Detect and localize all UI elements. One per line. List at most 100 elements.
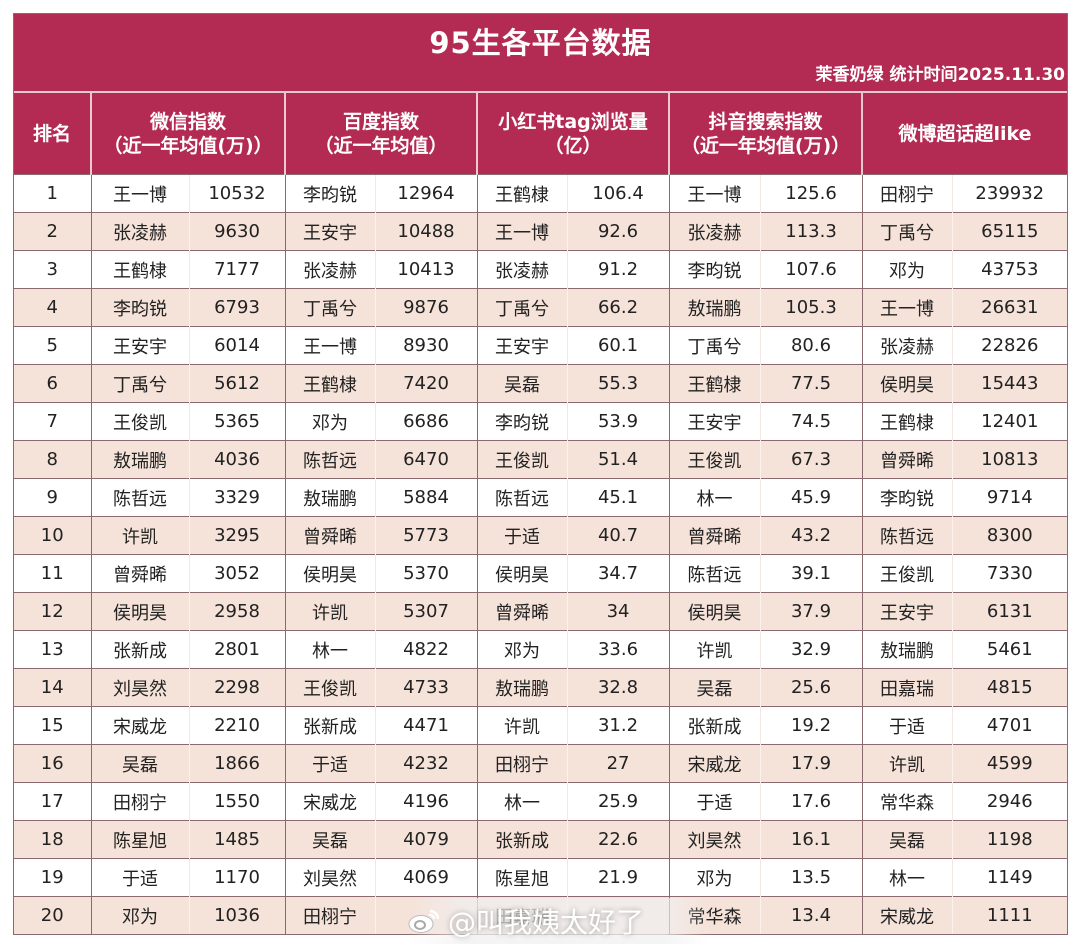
xhs-value-cell: 33.6 bbox=[566, 630, 670, 669]
xhs-name-cell: 王安宇 bbox=[476, 326, 568, 365]
weibo-name-cell: 王一博 bbox=[861, 288, 953, 327]
weibo-name-cell: 王鹤棣 bbox=[861, 402, 953, 441]
weibo-name-cell: 李昀锐 bbox=[861, 478, 953, 517]
douyin-value-cell: 25.6 bbox=[759, 668, 863, 707]
rank-cell: 7 bbox=[14, 402, 91, 441]
xhs-name-cell: 于适 bbox=[476, 516, 568, 555]
douyin-value-cell: 19.2 bbox=[759, 706, 863, 745]
weibo-name-cell: 邓为 bbox=[861, 250, 953, 289]
title-bar: 95生各平台数据 茉香奶绿 统计时间2025.11.30 bbox=[14, 14, 1067, 93]
xhs-value-cell: 92.6 bbox=[566, 212, 670, 251]
wechat-name-cell: 邓为 bbox=[90, 896, 189, 934]
baidu-name-cell: 王鹤棣 bbox=[284, 364, 375, 403]
wechat-name-cell: 丁禹兮 bbox=[90, 364, 189, 403]
douyin-value-cell: 107.6 bbox=[759, 250, 863, 289]
wechat-name-cell: 陈星旭 bbox=[90, 820, 189, 859]
rank-cell: 14 bbox=[14, 668, 91, 707]
rank-cell: 16 bbox=[14, 744, 91, 783]
weibo-name-cell: 丁禹兮 bbox=[861, 212, 953, 251]
baidu-name-cell: 侯明昊 bbox=[284, 554, 375, 593]
wechat-name-cell: 田栩宁 bbox=[90, 782, 189, 821]
table-row: 16 吴磊 1866 于适 4232 田栩宁 27 宋威龙 17.9 许凯 4599 bbox=[14, 744, 1068, 783]
rank-cell: 18 bbox=[14, 820, 91, 859]
douyin-name-cell: 敖瑞鹏 bbox=[668, 288, 761, 327]
douyin-value-cell: 37.9 bbox=[759, 592, 863, 631]
page-title: 95生各平台数据 bbox=[429, 26, 652, 60]
baidu-name-cell: 李昀锐 bbox=[284, 174, 375, 213]
douyin-name-cell: 王俊凯 bbox=[668, 440, 761, 479]
xhs-value-cell: 91.2 bbox=[566, 250, 670, 289]
wechat-name-cell: 王俊凯 bbox=[90, 402, 189, 441]
rank-cell: 10 bbox=[14, 516, 91, 555]
rank-cell: 20 bbox=[14, 896, 91, 934]
xhs-value-cell: 27 bbox=[566, 744, 670, 783]
weibo-value-cell: 1198 bbox=[951, 820, 1068, 859]
weibo-name-cell: 陈哲远 bbox=[861, 516, 953, 555]
weibo-value-cell: 2946 bbox=[951, 782, 1068, 821]
xhs-name-cell: 王一博 bbox=[476, 212, 568, 251]
douyin-name-cell: 吴磊 bbox=[668, 668, 761, 707]
table-row: 1 王一博 10532 李昀锐 12964 王鹤棣 106.4 王一博 125.6 田栩宁 2399… bbox=[14, 174, 1068, 213]
wechat-name-cell: 宋威龙 bbox=[90, 706, 189, 745]
wechat-value-cell: 6793 bbox=[188, 288, 285, 327]
baidu-name-cell: 王一博 bbox=[284, 326, 375, 365]
table-row: 10 许凯 3295 曾舜晞 5773 于适 40.7 曾舜晞 43.2 陈哲远 8300 bbox=[14, 516, 1068, 555]
wechat-value-cell: 1866 bbox=[188, 744, 285, 783]
baidu-value-cell: 9876 bbox=[374, 288, 478, 327]
douyin-name-cell: 王鹤棣 bbox=[668, 364, 761, 403]
table-row: 2 张凌赫 9630 王安宇 10488 王一博 92.6 张凌赫 113.3 丁禹兮 65115 bbox=[14, 212, 1068, 251]
weibo-value-cell: 239932 bbox=[951, 174, 1068, 213]
douyin-value-cell: 39.1 bbox=[759, 554, 863, 593]
xhs-name-cell: 陈哲远 bbox=[476, 478, 568, 517]
weibo-value-cell: 15443 bbox=[951, 364, 1068, 403]
baidu-name-cell: 于适 bbox=[284, 744, 375, 783]
douyin-name-cell: 于适 bbox=[668, 782, 761, 821]
xhs-value-cell: 66.2 bbox=[566, 288, 670, 327]
wechat-name-cell: 侯明昊 bbox=[90, 592, 189, 631]
baidu-name-cell: 张新成 bbox=[284, 706, 375, 745]
table-row: 12 侯明昊 2958 许凯 5307 曾舜晞 34 侯明昊 37.9 王安宇 6131 bbox=[14, 592, 1068, 631]
douyin-name-cell: 邓为 bbox=[668, 858, 761, 897]
xhs-name-cell: 陈星旭 bbox=[476, 858, 568, 897]
watermark: @叫我姨太好了 bbox=[408, 898, 708, 944]
rank-cell: 13 bbox=[14, 630, 91, 669]
table-row: 11 曾舜晞 3052 侯明昊 5370 侯明昊 34.7 陈哲远 39.1 王俊凯 7330 bbox=[14, 554, 1068, 593]
rank-cell: 1 bbox=[14, 174, 91, 213]
rank-cell: 5 bbox=[14, 326, 91, 365]
baidu-name-cell: 邓为 bbox=[284, 402, 375, 441]
wechat-name-cell: 王安宇 bbox=[90, 326, 189, 365]
wechat-name-cell: 张凌赫 bbox=[90, 212, 189, 251]
douyin-name-cell: 刘昊然 bbox=[668, 820, 761, 859]
table-row: 14 刘昊然 2298 王俊凯 4733 敖瑞鹏 32.8 吴磊 25.6 田嘉瑞 4815 bbox=[14, 668, 1068, 707]
weibo-value-cell: 1149 bbox=[951, 858, 1068, 897]
rank-cell: 11 bbox=[14, 554, 91, 593]
xhs-value-cell: 34.7 bbox=[566, 554, 670, 593]
weibo-value-cell: 4815 bbox=[951, 668, 1068, 707]
xhs-value-cell: 32.8 bbox=[566, 668, 670, 707]
weibo-name-cell: 宋威龙 bbox=[861, 896, 953, 934]
wechat-name-cell: 王鹤棣 bbox=[90, 250, 189, 289]
xhs-name-cell: 田栩宁 bbox=[476, 744, 568, 783]
baidu-name-cell: 许凯 bbox=[284, 592, 375, 631]
weibo-name-cell: 侯明昊 bbox=[861, 364, 953, 403]
baidu-name-cell: 敖瑞鹏 bbox=[284, 478, 375, 517]
xhs-value-cell: 60.1 bbox=[566, 326, 670, 365]
weibo-value-cell: 65115 bbox=[951, 212, 1068, 251]
wechat-value-cell: 2801 bbox=[188, 630, 285, 669]
douyin-name-cell: 张新成 bbox=[668, 706, 761, 745]
rank-cell: 12 bbox=[14, 592, 91, 631]
douyin-value-cell: 113.3 bbox=[759, 212, 863, 251]
xhs-name-cell: 丁禹兮 bbox=[476, 288, 568, 327]
xhs-name-cell: 曾舜晞 bbox=[476, 592, 568, 631]
xhs-value-cell: 34 bbox=[566, 592, 670, 631]
weibo-name-cell: 王安宇 bbox=[861, 592, 953, 631]
table-row: 19 于适 1170 刘昊然 4069 陈星旭 21.9 邓为 13.5 林一 1149 bbox=[14, 858, 1068, 897]
baidu-name-cell: 曾舜晞 bbox=[284, 516, 375, 555]
wechat-name-cell: 吴磊 bbox=[90, 744, 189, 783]
weibo-name-cell: 常华森 bbox=[861, 782, 953, 821]
baidu-value-cell: 7420 bbox=[374, 364, 478, 403]
wechat-value-cell: 7177 bbox=[188, 250, 285, 289]
header-weibo: 微博超话超like bbox=[861, 93, 1068, 175]
table-row: 9 陈哲远 3329 敖瑞鹏 5884 陈哲远 45.1 林一 45.9 李昀锐 9714 bbox=[14, 478, 1068, 517]
xhs-value-cell: 53.9 bbox=[566, 402, 670, 441]
